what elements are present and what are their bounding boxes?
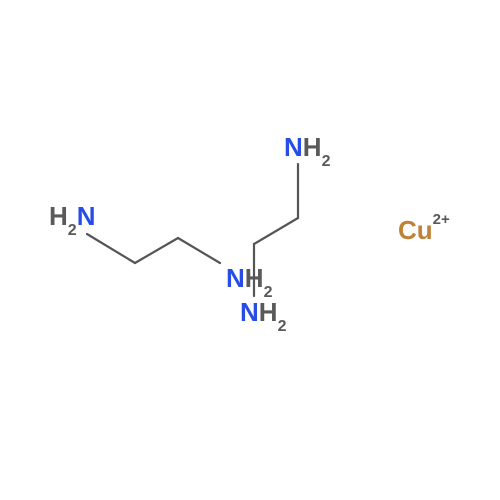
- chemical-structure-diagram: H2NNH2NH2NH2Cu2+: [0, 0, 500, 500]
- canvas-background: [0, 0, 500, 500]
